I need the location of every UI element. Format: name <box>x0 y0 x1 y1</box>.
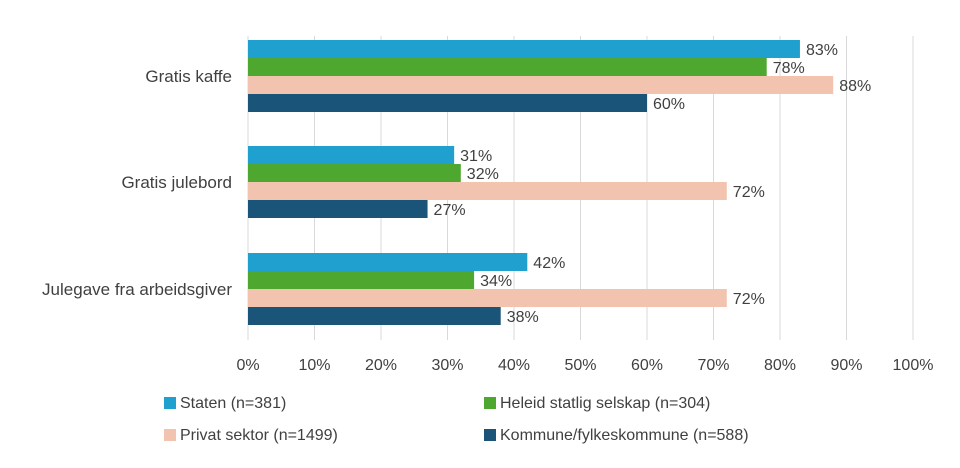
x-tick-label: 90% <box>830 357 862 374</box>
data-label: 42% <box>533 255 565 272</box>
data-label: 72% <box>733 184 765 201</box>
x-tick-label: 80% <box>764 357 796 374</box>
x-tick-label: 10% <box>298 357 330 374</box>
bar <box>248 164 461 182</box>
x-tick-label: 70% <box>697 357 729 374</box>
bar <box>248 271 475 289</box>
category-labels: Gratis kaffe Gratis julebord Julegave fra … <box>42 67 232 299</box>
data-label: 38% <box>507 309 539 326</box>
bar <box>248 76 834 94</box>
x-tick-label: 20% <box>365 357 397 374</box>
data-label: 88% <box>839 78 871 95</box>
legend: Staten (n=381) Heleid statlig selskap (n=… <box>164 395 749 444</box>
bar <box>248 200 428 218</box>
data-label: 83% <box>806 42 838 59</box>
x-tick-labels: 0% 10% 20% 30% 40% 50% 60% 70% 80% 90% 100% <box>236 357 933 374</box>
data-label: 27% <box>434 202 466 219</box>
legend-swatch <box>484 397 496 409</box>
data-label: 72% <box>733 291 765 308</box>
x-tick-label: 30% <box>431 357 463 374</box>
data-label: 60% <box>653 96 685 113</box>
data-label: 31% <box>460 148 492 165</box>
data-label: 32% <box>467 166 499 183</box>
bar <box>248 289 727 307</box>
bar <box>248 146 455 164</box>
data-label: 34% <box>480 273 512 290</box>
x-tick-label: 0% <box>236 357 259 374</box>
x-tick-label: 50% <box>564 357 596 374</box>
bar <box>248 182 727 200</box>
data-label: 78% <box>773 60 805 77</box>
category-label: Gratis kaffe <box>145 67 232 86</box>
legend-swatch <box>484 429 496 441</box>
x-tick-label: 100% <box>893 357 934 374</box>
bars: 83%78% 88% 60% 31%32% 72% 27% 42% 34% 72% 38% <box>248 40 871 326</box>
legend-label: Kommune/fylkeskommune (n=588) <box>500 427 749 444</box>
legend-label: Heleid statlig selskap (n=304) <box>500 395 710 412</box>
legend-label: Staten (n=381) <box>180 395 286 412</box>
x-tick-label: 60% <box>631 357 663 374</box>
legend-label: Privat sektor (n=1499) <box>180 427 338 444</box>
legend-swatch <box>164 397 176 409</box>
bar <box>248 58 767 76</box>
category-label: Gratis julebord <box>121 173 232 192</box>
bar <box>248 307 501 325</box>
bar <box>248 94 647 112</box>
category-label: Julegave fra arbeidsgiver <box>42 280 232 299</box>
x-tick-label: 40% <box>498 357 530 374</box>
bar <box>248 253 528 271</box>
legend-swatch <box>164 429 176 441</box>
bar <box>248 40 800 58</box>
